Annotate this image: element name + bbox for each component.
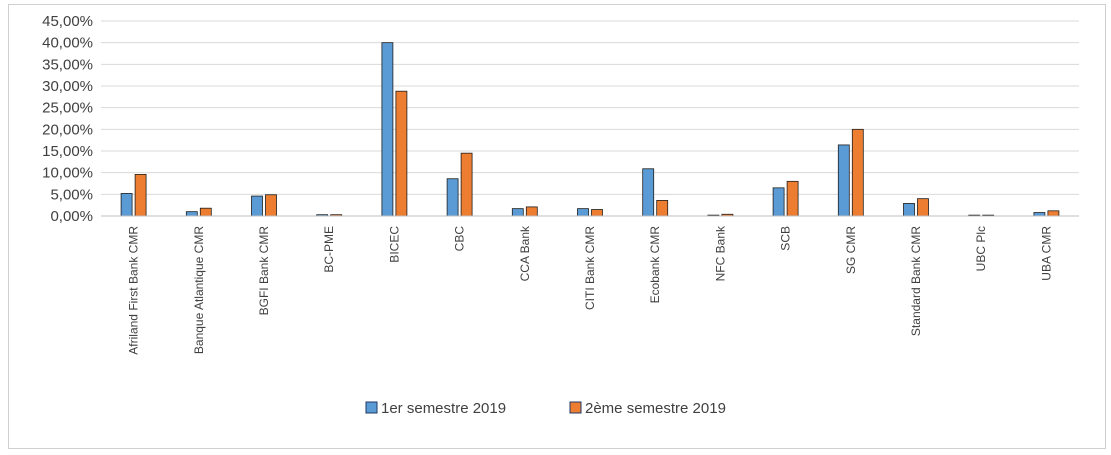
x-category-label: NFC Bank	[713, 225, 727, 281]
bar-series-1	[1033, 212, 1046, 217]
x-category-label: CITI Bank CMR	[583, 226, 597, 310]
bar-series-1	[577, 208, 589, 217]
x-category-label: CBC	[453, 226, 467, 252]
bars	[120, 42, 1060, 217]
x-category-label: Banque Atlantique CMR	[192, 226, 206, 354]
bar-series-1	[381, 42, 394, 217]
x-category-label: UBC Plc	[974, 226, 988, 271]
bar-series-1	[251, 195, 263, 217]
bar-series-1	[642, 168, 655, 217]
bar-series-1	[446, 178, 459, 217]
bar-series-2	[591, 209, 603, 217]
y-axis-ticks: 0,00% 5,00% 10,00% 15,00% 20,00% 25,00% 30,00%…	[42, 13, 93, 225]
y-tick-label: 45,00%	[42, 13, 93, 30]
y-tick-label: 15,00%	[42, 143, 93, 160]
legend-label-series-1: 1er semestre 2019	[381, 400, 506, 417]
gridlines	[101, 20, 1079, 195]
bar-series-1	[185, 211, 198, 217]
bar-series-1	[903, 203, 915, 217]
bar-series-1	[511, 208, 524, 217]
y-tick-label: 30,00%	[42, 78, 93, 95]
y-tick-label: 25,00%	[42, 100, 93, 117]
y-tick-label: 5,00%	[50, 186, 93, 203]
bar-chart: 0,00% 5,00% 10,00% 15,00% 20,00% 25,00% 30,00%…	[42, 13, 1079, 417]
x-category-label: BICEC	[387, 226, 401, 263]
bar-series-2	[851, 128, 864, 217]
legend: 1er semestre 2019 2ème semestre 2019	[365, 400, 726, 417]
x-category-label: BGFI Bank CMR	[257, 226, 271, 316]
x-category-label: BC-PME	[322, 226, 336, 273]
y-tick-label: 10,00%	[42, 165, 93, 182]
bar-series-2	[917, 198, 929, 217]
bar-series-2	[525, 206, 538, 217]
bar-series-2	[460, 152, 473, 217]
bar-series-2	[656, 199, 669, 217]
x-category-label: SCB	[779, 226, 793, 251]
x-category-label: Afriland First Bank CMR	[127, 226, 141, 355]
bar-series-2	[395, 90, 408, 217]
x-category-label: Standard Bank CMR	[909, 226, 923, 336]
bar-series-2	[265, 194, 277, 217]
y-tick-label: 20,00%	[42, 121, 93, 138]
x-category-label: CCA Bank	[518, 225, 532, 281]
y-tick-label: 0,00%	[50, 208, 93, 225]
x-category-label: Ecobank CMR	[648, 226, 662, 304]
bar-series-1	[772, 187, 785, 217]
legend-swatch-series-2	[569, 401, 582, 414]
y-tick-label: 40,00%	[42, 35, 93, 52]
x-category-label: SG CMR	[844, 226, 858, 274]
chart-frame: 0,00% 5,00% 10,00% 15,00% 20,00% 25,00% 30,00%…	[8, 4, 1106, 449]
legend-label-series-2: 2ème semestre 2019	[585, 400, 726, 417]
bar-series-2	[1047, 210, 1060, 217]
category-labels: Afriland First Bank CMR Banque Atlantique…	[127, 225, 1054, 355]
y-tick-label: 35,00%	[42, 56, 93, 73]
bar-series-1	[120, 193, 133, 217]
bar-series-1	[837, 144, 850, 217]
x-category-label: UBA CMR	[1039, 226, 1053, 281]
bar-series-2	[786, 180, 799, 217]
bar-series-2	[134, 173, 147, 217]
legend-swatch-series-1	[365, 401, 378, 414]
bar-series-2	[199, 207, 212, 217]
